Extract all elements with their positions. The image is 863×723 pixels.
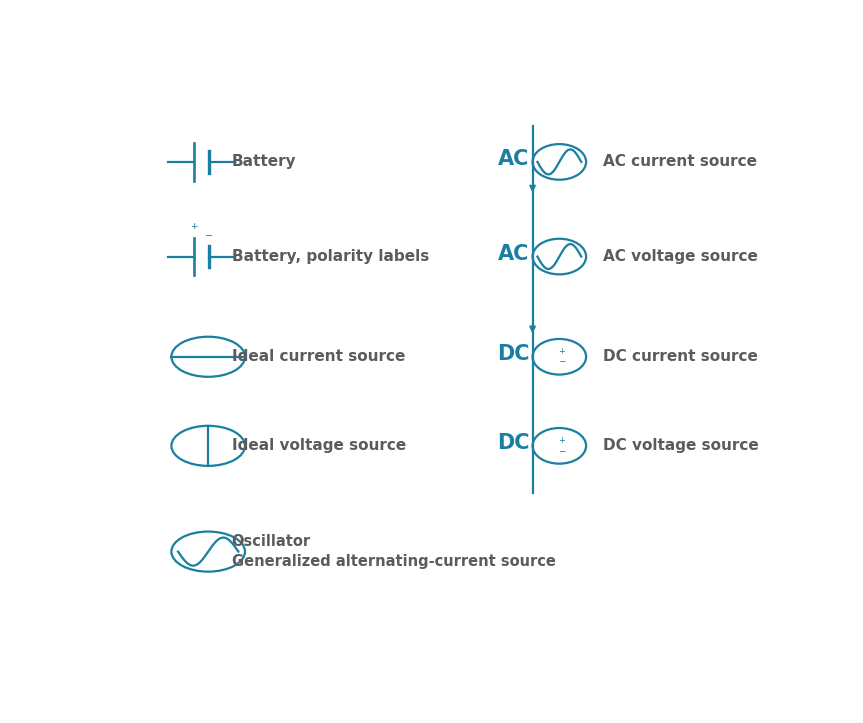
Text: Ideal voltage source: Ideal voltage source <box>231 438 406 453</box>
Text: −: − <box>205 231 213 241</box>
Text: +: + <box>190 222 198 231</box>
Text: DC current source: DC current source <box>602 349 758 364</box>
Text: AC: AC <box>498 149 529 169</box>
Text: DC voltage source: DC voltage source <box>602 438 759 453</box>
Text: AC: AC <box>498 244 529 264</box>
Text: DC: DC <box>497 344 529 364</box>
Text: Oscillator
Generalized alternating-current source: Oscillator Generalized alternating-curre… <box>231 534 556 569</box>
Text: Battery: Battery <box>231 155 296 169</box>
Text: DC: DC <box>497 433 529 453</box>
Text: −: − <box>558 446 566 455</box>
Text: AC current source: AC current source <box>602 155 757 169</box>
Text: −: − <box>558 356 566 366</box>
Text: AC voltage source: AC voltage source <box>602 249 758 264</box>
Text: +: + <box>558 436 565 445</box>
Text: +: + <box>558 347 565 356</box>
Text: Ideal current source: Ideal current source <box>231 349 405 364</box>
Text: Battery, polarity labels: Battery, polarity labels <box>231 249 429 264</box>
